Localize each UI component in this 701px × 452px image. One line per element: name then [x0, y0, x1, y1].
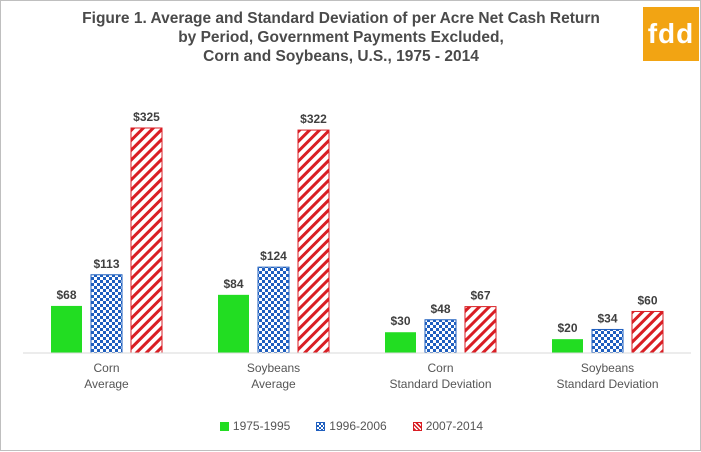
title-line-2: by Period, Government Payments Excluded,: [178, 29, 504, 46]
fdd-logo: fdd: [643, 7, 699, 61]
data-label-1996-2006-corn-standard-deviation: $48: [430, 302, 450, 316]
data-label-1996-2006-soybeans-standard-deviation: $34: [597, 311, 617, 325]
legend-label-2007-2014: 2007-2014: [425, 419, 484, 433]
bar-2007-2014-corn-average: [130, 127, 163, 354]
bar-1975-1995-soybeans-standard-deviation: [552, 339, 583, 353]
chart-title: Figure 1. Average and Standard Deviation…: [41, 9, 641, 66]
data-label-1975-1995-corn-average: $68: [56, 288, 76, 302]
legend-label-1975-1995: 1975-1995: [232, 419, 291, 433]
data-label-1975-1995-soybeans-average: $84: [223, 277, 243, 291]
legend-swatch-checker: [316, 421, 326, 431]
bar-1996-2006-corn-average: [90, 274, 123, 354]
category-label-soybeans-average-line-2: Average: [251, 377, 296, 391]
title-line-1: Figure 1. Average and Standard Deviation…: [82, 10, 600, 27]
bar-1996-2006-soybeans-standard-deviation: [591, 328, 624, 354]
bar-1975-1995-soybeans-average: [218, 294, 249, 353]
bar-2007-2014-soybeans-standard-deviation: [631, 310, 664, 354]
bar-1975-1995-corn-average: [51, 305, 82, 353]
legend: 1975-1995 1996-2006 2007-2014: [1, 419, 701, 433]
category-label-corn-average-line-1: Corn: [93, 361, 119, 375]
data-label-1975-1995-soybeans-standard-deviation: $20: [557, 321, 577, 335]
data-label-2007-2014-corn-average: $325: [133, 110, 160, 124]
legend-item-1975-1995: 1975-1995: [219, 419, 291, 433]
legend-item-1996-2006: 1996-2006: [316, 419, 387, 433]
category-label-soybeans-average-line-1: Soybeans: [247, 361, 300, 375]
legend-swatch-green: [219, 421, 229, 431]
data-label-2007-2014-soybeans-standard-deviation: $60: [637, 293, 657, 307]
title-line-3: Corn and Soybeans, U.S., 1975 - 2014: [203, 48, 479, 65]
bar-1975-1995-corn-standard-deviation: [385, 332, 416, 353]
data-label-2007-2014-soybeans-average: $322: [300, 112, 327, 126]
data-label-1996-2006-corn-average: $113: [93, 257, 119, 271]
bar-2007-2014-corn-standard-deviation: [464, 306, 497, 354]
category-label-soybeans-standard-deviation-line-1: Soybeans: [581, 361, 634, 375]
data-label-2007-2014-corn-standard-deviation: $67: [470, 289, 490, 303]
legend-label-1996-2006: 1996-2006: [329, 419, 387, 433]
legend-item-2007-2014: 2007-2014: [412, 419, 484, 433]
data-label-1975-1995-corn-standard-deviation: $30: [390, 314, 410, 328]
bar-2007-2014-soybeans-average: [297, 129, 330, 354]
category-label-corn-standard-deviation-line-2: Standard Deviation: [389, 377, 491, 391]
category-label-corn-standard-deviation-line-1: Corn: [427, 361, 453, 375]
category-label-corn-average-line-2: Average: [84, 377, 129, 391]
category-label-soybeans-standard-deviation-line-2: Standard Deviation: [556, 377, 658, 391]
bar-1996-2006-corn-standard-deviation: [424, 319, 457, 354]
bar-1996-2006-soybeans-average: [257, 266, 290, 354]
legend-swatch-diagonal: [412, 421, 422, 431]
data-label-1996-2006-soybeans-average: $124: [260, 249, 287, 263]
